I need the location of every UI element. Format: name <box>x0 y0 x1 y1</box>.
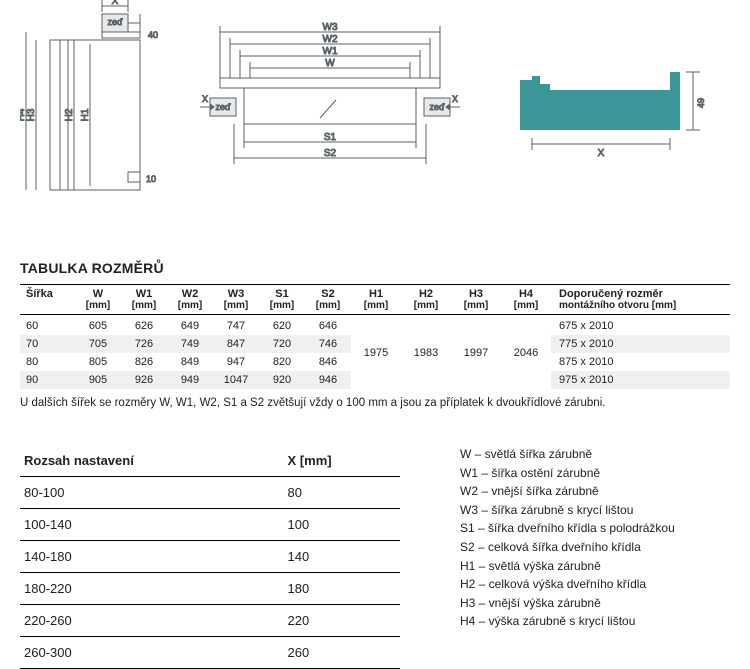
col-range: Rozsah nastavení <box>20 445 284 477</box>
col-sirka: Šířka <box>26 288 53 300</box>
svg-text:X: X <box>598 148 605 159</box>
svg-text:X: X <box>202 94 208 104</box>
legend-line: H4 – výška zárubně s krycí lištou <box>460 612 710 631</box>
svg-text:40: 40 <box>148 30 158 40</box>
svg-text:zeď: zeď <box>107 17 123 27</box>
svg-text:W1: W1 <box>323 46 338 57</box>
legend-line: S1 – šířka dveřního křídla s polodrážkou <box>460 519 710 538</box>
legend: W – světlá šířka zárubněW1 – šířka ostěn… <box>460 445 710 631</box>
legend-line: W3 – šířka zárubně s krycí lištou <box>460 501 710 520</box>
svg-text:X: X <box>452 94 458 104</box>
svg-text:H1: H1 <box>80 108 91 121</box>
diagram-cross: X 49 <box>510 0 710 200</box>
svg-text:49: 49 <box>696 98 706 108</box>
svg-text:W2: W2 <box>323 34 338 45</box>
diagram-front: X zeď 40 10 <box>20 0 160 195</box>
svg-text:H2: H2 <box>64 108 75 121</box>
col-w3: W3 <box>228 288 245 300</box>
col-w2: W2 <box>182 288 199 300</box>
table-row: 180-220180 <box>20 573 400 605</box>
col-h2: H2 <box>419 288 433 300</box>
svg-text:H3: H3 <box>26 108 37 121</box>
legend-line: S2 – celková šířka dveřního křídla <box>460 538 710 557</box>
table-note: U dalších šířek se rozměry W, W1, W2, S1… <box>20 397 730 409</box>
col-w1: W1 <box>136 288 153 300</box>
legend-line: H3 – vnější výška zárubně <box>460 594 710 613</box>
col-s1: S1 <box>275 288 288 300</box>
svg-text:W: W <box>325 58 335 69</box>
table-row: 140-180140 <box>20 541 400 573</box>
svg-text:zeď: zeď <box>429 102 445 112</box>
legend-line: W1 – šířka ostění zárubně <box>460 464 710 483</box>
col-h3: H3 <box>469 288 483 300</box>
svg-text:W3: W3 <box>323 22 338 33</box>
svg-text:X: X <box>112 0 119 7</box>
svg-text:10: 10 <box>146 174 156 184</box>
col-s2: S2 <box>321 288 334 300</box>
dimension-table: Šířka W[mm] W1[mm] W2[mm] W3[mm] S1[mm] … <box>20 284 730 389</box>
table-row: 100-140100 <box>20 509 400 541</box>
legend-line: W – světlá šířka zárubně <box>460 445 710 464</box>
col-h1: H1 <box>369 288 383 300</box>
col-x: X [mm] <box>284 445 400 477</box>
legend-line: H2 – celková výška dveřního křídla <box>460 575 710 594</box>
svg-text:S2: S2 <box>324 148 337 159</box>
table-row: 220-260220 <box>20 605 400 637</box>
svg-text:zeď: zeď <box>215 102 231 112</box>
diagram-row: X zeď 40 10 <box>0 0 750 200</box>
legend-line: H1 – světlá výška zárubně <box>460 557 710 576</box>
col-h4: H4 <box>519 288 533 300</box>
diagram-top: W3 W2 W1 W zeď zeď X X <box>200 0 460 200</box>
table-row: 606056266497476206461975198319972046675 … <box>20 315 730 336</box>
svg-text:S1: S1 <box>324 132 337 143</box>
col-rec: Doporučený rozměr <box>559 288 663 300</box>
legend-line: W2 – vnější šířka zárubně <box>460 482 710 501</box>
table-row: 260-300260 <box>20 637 400 669</box>
table-title: TABULKA ROZMĚRŮ <box>20 260 750 276</box>
col-w: W <box>93 288 103 300</box>
table-row: 80-10080 <box>20 477 400 509</box>
range-table: Rozsah nastavení X [mm] 80-10080100-1401… <box>20 445 400 669</box>
